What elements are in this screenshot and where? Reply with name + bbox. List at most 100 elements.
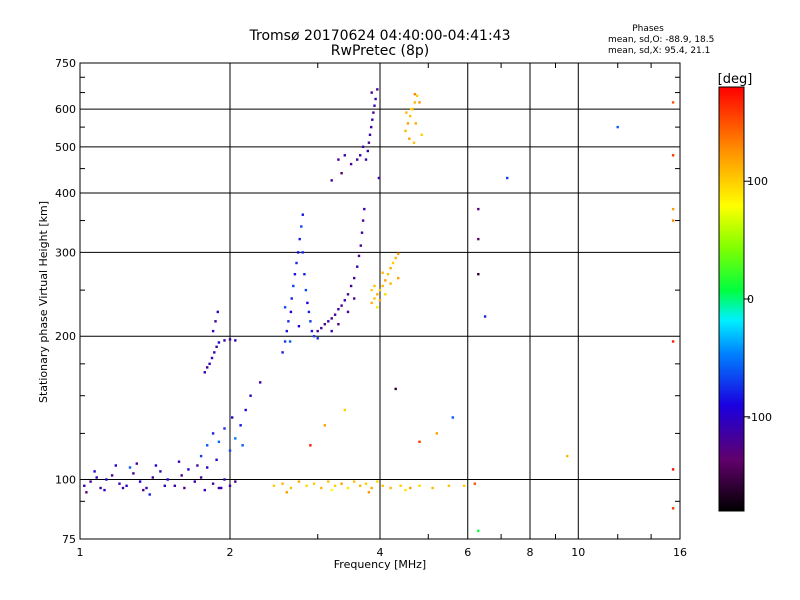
data-point xyxy=(404,488,407,492)
data-point xyxy=(244,408,247,412)
data-point xyxy=(616,125,619,129)
data-point xyxy=(360,231,364,234)
data-point xyxy=(110,474,114,477)
data-point xyxy=(83,484,86,487)
data-point xyxy=(410,107,413,111)
x-tick-label: 4 xyxy=(377,546,384,559)
colorbar-label: [deg] xyxy=(718,72,753,87)
data-point xyxy=(281,482,284,485)
data-point xyxy=(307,310,311,314)
data-point xyxy=(412,141,416,144)
data-point xyxy=(305,484,308,487)
data-point xyxy=(671,207,675,211)
data-point xyxy=(367,141,371,144)
data-point xyxy=(359,244,362,247)
data-point xyxy=(99,486,102,490)
data-point xyxy=(340,482,343,485)
data-point xyxy=(671,468,675,471)
data-points xyxy=(83,88,675,533)
x-axis-label: Frequency [MHz] xyxy=(334,558,426,571)
plot-frame xyxy=(79,62,681,540)
data-point xyxy=(408,137,411,140)
data-point xyxy=(177,460,181,463)
data-point xyxy=(397,276,400,280)
y-tick-label: 300 xyxy=(55,246,76,259)
data-point xyxy=(234,437,237,440)
data-point xyxy=(372,111,375,114)
data-point xyxy=(368,133,372,136)
data-point xyxy=(381,284,384,288)
data-point xyxy=(346,310,350,314)
data-point xyxy=(477,273,480,276)
data-point xyxy=(367,491,371,494)
data-point xyxy=(283,306,287,309)
data-point xyxy=(414,122,417,125)
data-point xyxy=(285,329,288,333)
data-point xyxy=(203,488,206,492)
data-point xyxy=(356,158,359,161)
data-point xyxy=(223,427,226,430)
data-point xyxy=(295,261,298,265)
data-point xyxy=(217,440,221,443)
data-point xyxy=(671,154,675,157)
data-point xyxy=(418,484,421,487)
data-point xyxy=(316,337,319,340)
data-point xyxy=(349,284,353,288)
data-point xyxy=(312,482,316,485)
data-point xyxy=(145,486,148,490)
data-point xyxy=(671,340,675,343)
data-point xyxy=(85,491,88,494)
data-point xyxy=(301,213,304,216)
data-point xyxy=(451,416,454,419)
data-point xyxy=(320,326,323,330)
data-point xyxy=(363,207,366,211)
data-point xyxy=(241,444,244,447)
data-point xyxy=(259,381,262,384)
data-point xyxy=(413,101,417,104)
data-point xyxy=(477,529,480,533)
data-point xyxy=(327,480,330,483)
data-point xyxy=(330,179,333,182)
data-point xyxy=(346,293,350,296)
data-point xyxy=(206,466,209,469)
data-point xyxy=(473,482,476,485)
data-point xyxy=(462,484,466,487)
colorbar-tick-label: 0 xyxy=(747,293,754,306)
data-point xyxy=(373,284,376,288)
data-point xyxy=(309,320,312,323)
data-point xyxy=(370,125,373,129)
phase-stats-o: mean, sd,O: -88.9, 18.5 xyxy=(608,35,714,45)
data-point xyxy=(159,470,162,473)
data-point xyxy=(215,345,218,348)
data-point xyxy=(173,484,176,487)
data-point xyxy=(376,480,379,483)
data-point xyxy=(148,493,151,496)
data-point xyxy=(125,484,128,487)
data-point xyxy=(301,251,304,254)
data-point xyxy=(228,449,232,452)
data-point xyxy=(370,301,373,305)
data-point xyxy=(272,484,276,487)
data-point xyxy=(234,339,237,342)
data-point xyxy=(420,133,423,136)
colorbar-ticks: 100 0 -100 xyxy=(744,175,772,424)
chart-subtitle: RwPretec (8p) xyxy=(331,43,429,59)
data-point xyxy=(135,462,138,465)
data-point xyxy=(416,94,419,97)
data-point xyxy=(128,466,132,469)
y-axis-label: Stationary phase Virtual Height [km] xyxy=(37,201,50,403)
data-point xyxy=(418,440,421,443)
data-point xyxy=(304,288,308,292)
data-point xyxy=(381,484,384,487)
data-point xyxy=(281,351,284,354)
data-point xyxy=(364,482,368,485)
data-point xyxy=(214,320,217,323)
data-point xyxy=(312,335,316,338)
data-point xyxy=(384,293,387,296)
data-point xyxy=(366,149,369,153)
data-point xyxy=(166,478,169,481)
data-point xyxy=(211,482,215,485)
data-point xyxy=(105,478,108,481)
data-point xyxy=(343,408,346,412)
